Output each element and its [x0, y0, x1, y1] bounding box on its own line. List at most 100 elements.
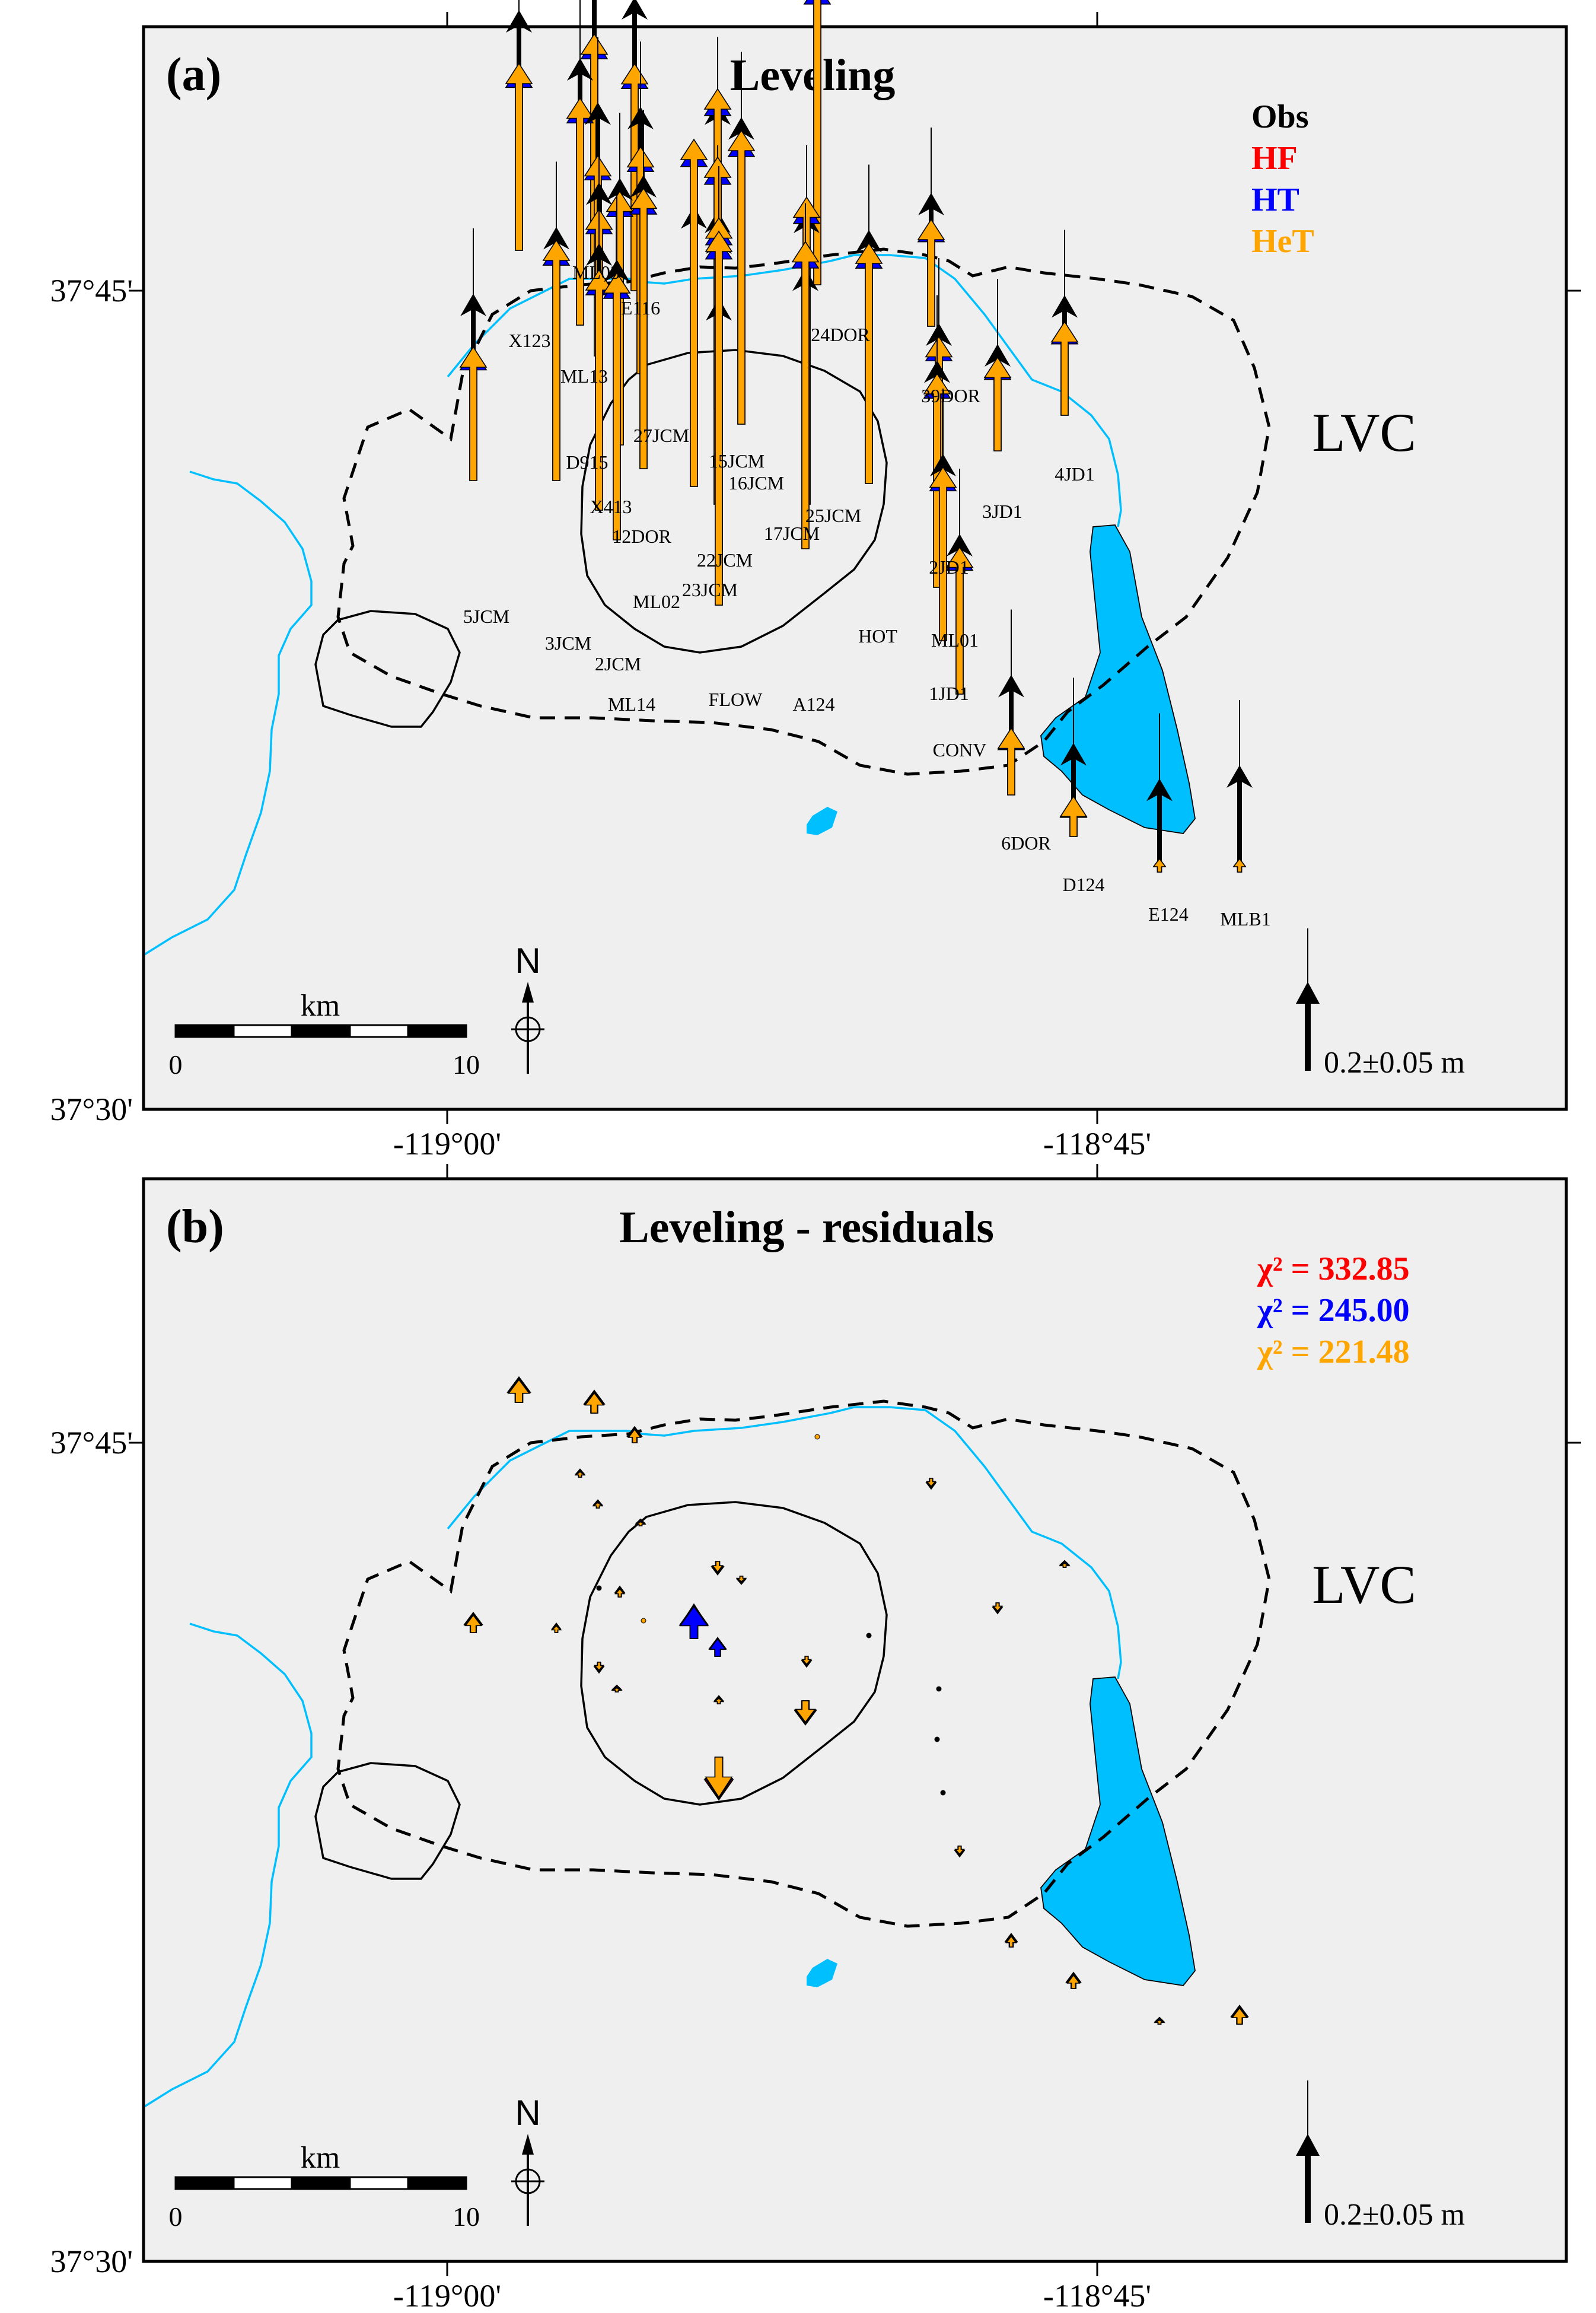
- displacement-arrow: [727, 129, 756, 425]
- displacement-arrow: [679, 1605, 709, 1639]
- station-label: E124: [1148, 903, 1189, 925]
- displacement-arrow: [795, 1700, 816, 1723]
- region-label-lvc: LVC: [1312, 402, 1416, 463]
- station-label: 5JCM: [463, 606, 509, 627]
- resurgent-dome-outline: [580, 1501, 888, 1806]
- station-label: 4JD1: [1055, 463, 1095, 485]
- displacement-arrow: [997, 727, 1025, 796]
- displacement-dot: [596, 1585, 602, 1591]
- station-label: D124: [1062, 874, 1104, 895]
- legend-entry: χ² = 221.48: [1257, 1334, 1410, 1370]
- scale-bar-segment: [174, 2176, 235, 2190]
- small-loop-outline: [314, 1762, 461, 1880]
- station-label: FLOW: [709, 689, 763, 710]
- small-lake: [807, 1959, 837, 1987]
- station-label: ML03: [572, 262, 620, 283]
- scale-tick-10: 10: [453, 2201, 480, 2232]
- displacement-arrow: [627, 1428, 642, 1443]
- displacement-arrow: [1005, 1935, 1017, 1948]
- station-label: 24DOR: [811, 324, 870, 345]
- displacement-arrow: [801, 1656, 812, 1665]
- station-label: X123: [508, 330, 550, 351]
- displacement-arrow: [926, 1478, 936, 1487]
- displacement-arrow: [983, 357, 1012, 451]
- station-label: X413: [590, 496, 632, 517]
- displacement-arrow: [603, 272, 631, 540]
- displacement-arrow: [917, 218, 945, 327]
- station-label: HOT: [858, 625, 897, 647]
- displacement-arrow: [614, 1588, 625, 1598]
- displacement-arrow: [735, 1576, 747, 1583]
- map-frame: [142, 1177, 1568, 2263]
- scale-bar-segment: [291, 1024, 351, 1038]
- scale-tick-10: 10: [453, 1049, 480, 1080]
- caldera-outline-dashed: [336, 1399, 1271, 1928]
- displacement-arrow: [584, 1392, 604, 1414]
- station-label: 1JD1: [929, 683, 969, 704]
- map-features: [143, 1399, 1271, 2108]
- station-label: 25JCM: [805, 505, 861, 526]
- legend-entry: HT: [1251, 182, 1299, 218]
- station-label: ML14: [608, 693, 655, 715]
- panel-title: Leveling: [730, 50, 896, 100]
- legend-entry: HF: [1251, 140, 1298, 177]
- small-lake: [807, 807, 837, 835]
- scale-bar-segment: [232, 1024, 293, 1038]
- displacement-arrow: [459, 346, 488, 481]
- displacement-arrow: [566, 97, 594, 326]
- station-label: 3JD1: [982, 501, 1022, 522]
- scale-unit-label: km: [301, 2141, 340, 2175]
- station-label: 3JCM: [545, 632, 591, 654]
- displacement-arrow: [592, 1501, 604, 1509]
- north-arrow: N: [511, 2093, 544, 2226]
- small-loop-outline: [314, 610, 461, 728]
- river-west: [143, 1622, 313, 2108]
- displacement-arrow: [929, 466, 957, 641]
- station-label: 17JCM: [764, 523, 820, 544]
- panel-label: (b): [166, 1201, 224, 1253]
- region-label-lvc: LVC: [1312, 1554, 1416, 1615]
- legend-entry: χ² = 332.85: [1257, 1251, 1410, 1287]
- displacement-arrow: [542, 239, 571, 481]
- station-label: 27JCM: [633, 425, 689, 446]
- displacement-vectors: [463, 1376, 1249, 2025]
- displacement-arrow: [508, 1379, 530, 1403]
- reference-label: 0.2±0.05 m: [1324, 1046, 1465, 1080]
- scale-bar-segment: [232, 2176, 293, 2190]
- displacement-arrow: [505, 62, 533, 251]
- axis-ticks: [129, 12, 1581, 1124]
- lat-label-37-45: 37°45': [50, 273, 133, 308]
- panel-label: (a): [166, 49, 221, 101]
- legend-entry: HeT: [1251, 223, 1314, 260]
- station-label: ML02: [633, 591, 680, 612]
- displacement-arrow: [680, 138, 708, 487]
- reference-arrow-head: [1296, 982, 1320, 1004]
- north-label: N: [515, 941, 540, 981]
- station-label: 12DOR: [612, 526, 671, 547]
- panel-title: Leveling - residuals: [619, 1202, 994, 1252]
- displacement-arrow: [551, 1625, 562, 1633]
- map-frame: [142, 25, 1568, 1111]
- scale-bar-segment: [174, 1024, 235, 1038]
- legend-entry: χ² = 245.00: [1257, 1292, 1410, 1329]
- station-label: 2JCM: [595, 653, 641, 675]
- displacement-arrow: [713, 1697, 725, 1704]
- legend-entry: Obs: [1251, 98, 1309, 135]
- displacement-arrow: [791, 241, 820, 549]
- river-north: [447, 254, 1122, 527]
- displacement-dot: [641, 1618, 646, 1624]
- station-label: A124: [792, 693, 834, 715]
- station-label: ML13: [560, 365, 608, 387]
- reference-arrow: 0.2±0.05 m: [1296, 2080, 1465, 2232]
- station-label: 2JD1: [929, 556, 969, 578]
- displacement-dot: [940, 1790, 946, 1796]
- lon-label-118-45: -118°45': [1043, 1126, 1151, 1162]
- scale-bar: km 0 10: [169, 2141, 480, 2232]
- axis-ticks: [129, 1164, 1581, 2276]
- station-label: 6DOR: [1001, 832, 1051, 854]
- displacement-arrow: [712, 1561, 724, 1573]
- displacement-arrow: [705, 1757, 733, 1798]
- station-label: E116: [621, 297, 660, 319]
